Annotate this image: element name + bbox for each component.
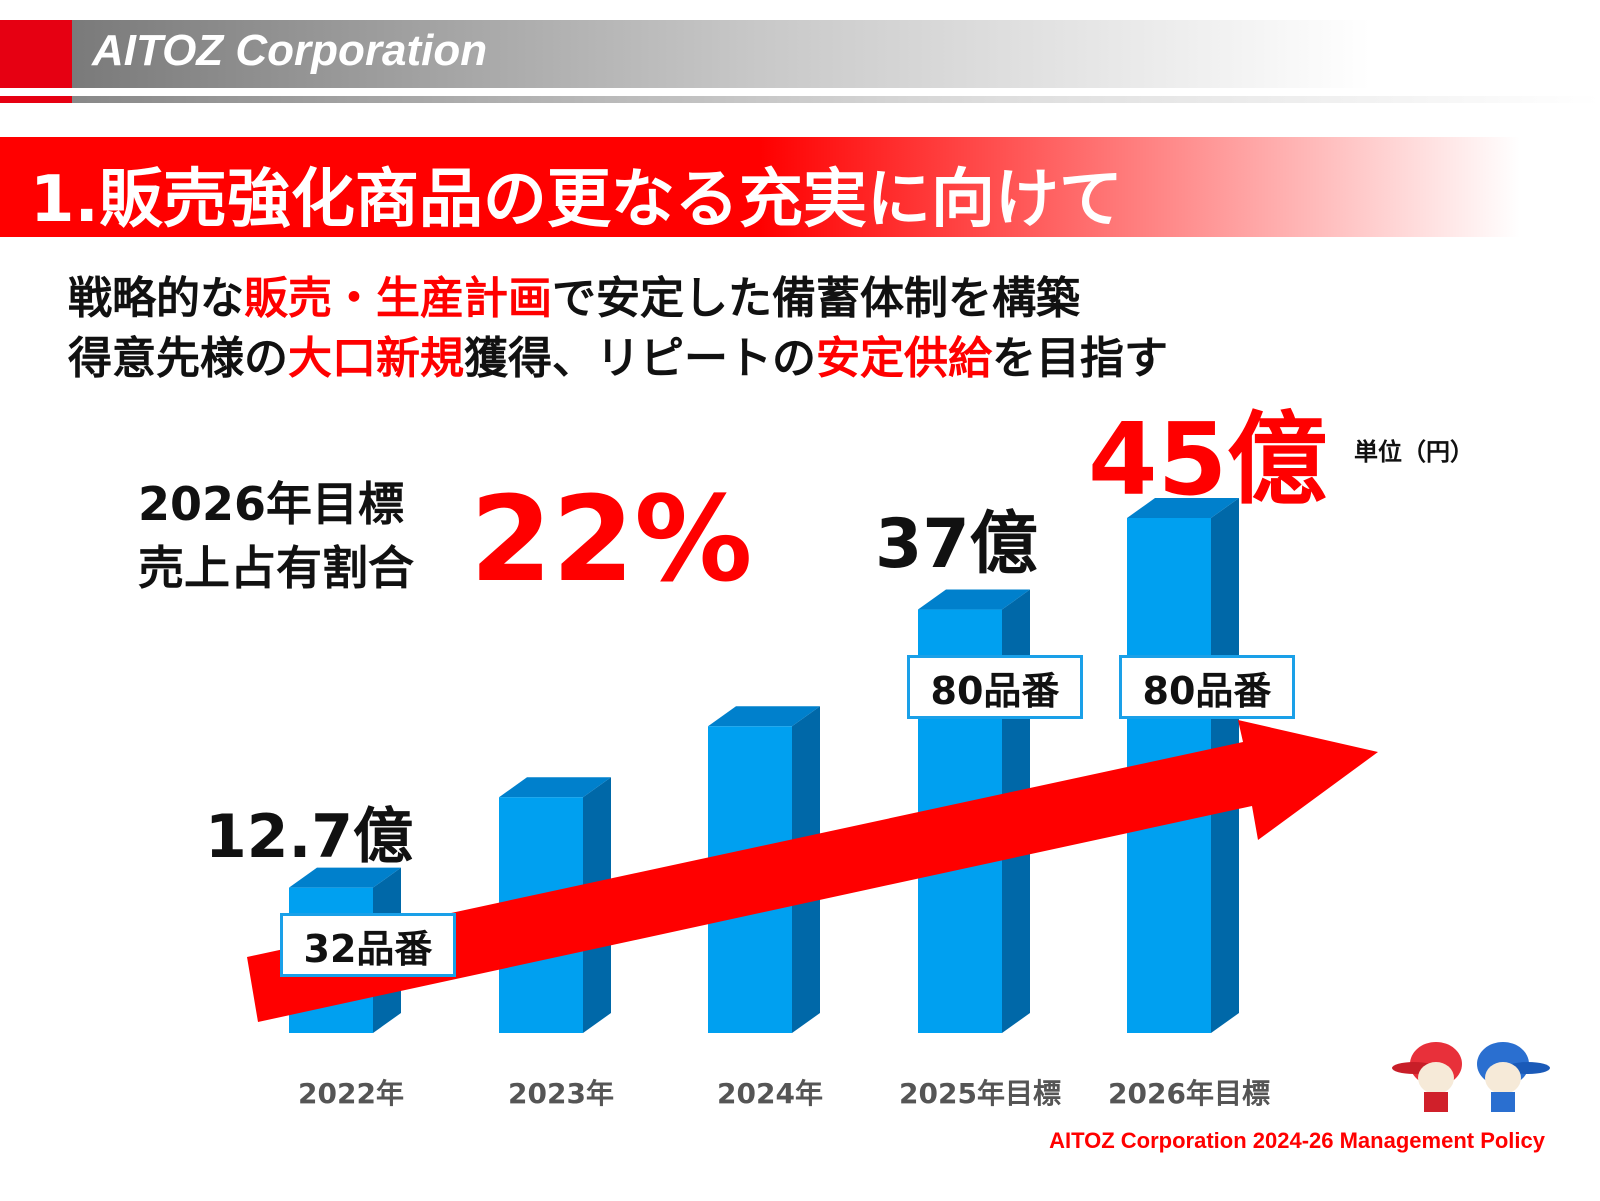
target-label-1: 2026年目標 xyxy=(138,477,405,531)
header-line xyxy=(72,96,1600,103)
footer-text: AITOZ Corporation 2024-26 Management Pol… xyxy=(1049,1128,1545,1153)
item-count-box: 80品番 xyxy=(907,655,1083,719)
bar-top xyxy=(289,867,401,888)
brand-logo: AITOZ Corporation xyxy=(92,26,488,75)
header-bar xyxy=(72,20,1600,88)
title-band xyxy=(0,137,1520,237)
bar-top xyxy=(499,777,611,798)
subtitle-line-2: 得意先様の大口新規獲得、リピートの安定供給を目指す xyxy=(68,322,1168,386)
subtitle-line-1: 戦略的な販売・生産計画で安定した備蓄体制を構築 xyxy=(68,262,1080,326)
subtitle-segment: 得意先様の xyxy=(68,333,288,384)
category-label: 2023年 xyxy=(508,1077,614,1110)
unit-label: 単位（円） xyxy=(1354,438,1474,466)
category-label: 2022年 xyxy=(298,1077,404,1110)
category-label: 2025年目標 xyxy=(899,1077,1061,1110)
bar-top xyxy=(918,589,1030,610)
category-label: 2026年目標 xyxy=(1108,1077,1270,1110)
item-count-box: 80品番 xyxy=(1119,655,1295,719)
data-label: 45億 xyxy=(1088,401,1328,518)
item-count-box: 32品番 xyxy=(280,913,456,977)
header-accent xyxy=(0,20,72,88)
data-label: 37億 xyxy=(875,505,1038,584)
subtitle-segment: 獲得、リピートの xyxy=(464,333,816,384)
subtitle-segment: で安定した備蓄体制を構築 xyxy=(552,273,1080,324)
header-accent-line xyxy=(0,96,72,103)
data-label: 12.7億 xyxy=(205,802,414,872)
category-label: 2024年 xyxy=(717,1077,823,1110)
target-percent: 22% xyxy=(470,470,753,608)
target-label-2: 売上占有割合 xyxy=(138,541,414,595)
subtitle-segment: 戦略的な xyxy=(68,273,244,324)
mascots xyxy=(1388,1034,1553,1116)
subtitle-segment: 販売・生産計画 xyxy=(244,273,552,324)
bar-top xyxy=(1127,498,1239,518)
subtitle-segment: を目指す xyxy=(992,333,1168,384)
subtitle-segment: 安定供給 xyxy=(816,333,992,384)
bar-top xyxy=(708,706,820,727)
slide-title: 1.販売強化商品の更なる充実に向けて xyxy=(30,163,1123,237)
subtitle-segment: 大口新規 xyxy=(288,333,464,384)
trend-arrow xyxy=(247,720,1378,1022)
